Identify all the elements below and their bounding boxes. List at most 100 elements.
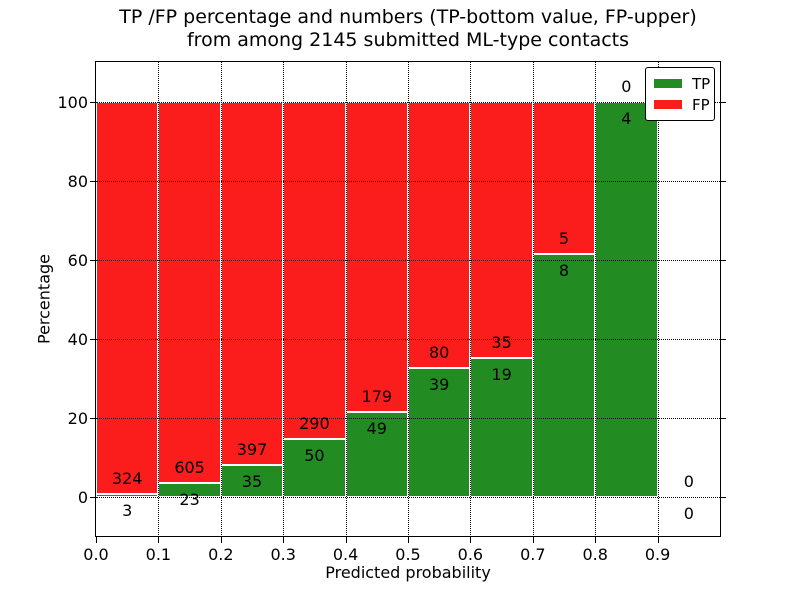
fp-bar-segment	[408, 101, 471, 368]
legend-item-tp: TP	[654, 73, 711, 94]
fp-count-label: 397	[236, 440, 268, 460]
legend: TP FP	[645, 67, 715, 121]
y-tick-mark-right	[720, 418, 726, 420]
y-tick-mark-right	[720, 497, 726, 499]
fp-bar-segment	[470, 101, 533, 359]
tp-count-label: 4	[621, 108, 632, 128]
y-tick-mark	[90, 259, 96, 261]
tp-count-label: 23	[179, 489, 200, 509]
fp-count-label: 35	[491, 333, 512, 353]
fp-count-label: 80	[429, 342, 450, 362]
y-tick-mark	[90, 339, 96, 341]
x-tick-mark	[532, 537, 534, 543]
x-tick-label: 0.5	[395, 545, 421, 564]
fp-count-label: 0	[683, 472, 694, 492]
legend-label-fp: FP	[692, 95, 710, 114]
fp-swatch-icon	[654, 100, 682, 109]
tp-bar-segment	[96, 493, 159, 498]
tp-bar-segment	[470, 358, 533, 498]
x-tick-mark	[470, 537, 472, 543]
fp-bar-segment	[345, 101, 408, 413]
fp-count-label: 290	[299, 414, 330, 434]
y-gridline	[96, 497, 720, 499]
tp-count-label: 3	[122, 500, 133, 520]
tp-count-label: 49	[366, 419, 387, 439]
y-tick-label: 80	[67, 171, 88, 191]
y-tick-mark	[90, 180, 96, 182]
y-tick-mark	[90, 418, 96, 420]
legend-item-fp: FP	[654, 94, 710, 115]
x-axis-label: Predicted probability	[325, 563, 491, 582]
tp-count-label: 8	[558, 260, 570, 280]
x-tick-label: 0.0	[83, 545, 109, 564]
x-gridline	[532, 62, 534, 537]
y-tick-label: 0	[77, 488, 88, 508]
x-gridline	[470, 62, 472, 537]
fp-count-label: 5	[558, 228, 570, 248]
x-tick-label: 0.1	[145, 545, 172, 564]
x-tick-mark	[595, 537, 597, 543]
x-gridline	[220, 62, 222, 537]
y-gridline	[96, 259, 720, 261]
fp-bar-segment	[532, 101, 596, 254]
tp-count-label: 50	[304, 446, 325, 466]
x-tick-label: 0.7	[520, 545, 546, 564]
fp-bar-segment	[283, 101, 346, 440]
chart-title: TP /FP percentage and numbers (TP-bottom…	[96, 6, 720, 52]
y-tick-mark-right	[720, 180, 726, 182]
x-gridline	[158, 62, 160, 537]
tp-bar-segment	[345, 412, 408, 498]
x-tick-mark	[408, 537, 409, 543]
chart-title-line-1: TP /FP percentage and numbers (TP-bottom…	[119, 6, 697, 28]
fp-count-label: 179	[361, 387, 393, 407]
fp-count-label: 605	[174, 457, 205, 477]
tp-bar-segment	[408, 367, 471, 498]
fp-bar-segment	[96, 101, 159, 494]
y-tick-label: 60	[67, 250, 88, 270]
y-gridline	[96, 418, 720, 420]
tp-bar-segment	[595, 101, 658, 498]
x-gridline	[408, 62, 409, 537]
x-gridline	[657, 62, 659, 537]
tp-count-label: 19	[491, 365, 512, 385]
y-tick-mark-right	[720, 339, 726, 341]
x-tick-mark	[96, 537, 97, 543]
x-tick-label: 0.2	[208, 545, 234, 564]
fp-bar-segment	[220, 101, 284, 466]
x-tick-mark	[220, 537, 222, 543]
x-tick-mark	[345, 537, 347, 543]
x-gridline	[595, 62, 597, 537]
y-gridline	[96, 339, 720, 341]
tp-count-label: 0	[683, 504, 694, 524]
x-tick-mark	[283, 537, 285, 543]
fp-count-label: 0	[621, 76, 632, 96]
x-gridline	[345, 62, 347, 537]
y-tick-mark	[90, 101, 96, 103]
x-tick-label: 0.9	[644, 545, 671, 564]
x-tick-label: 0.3	[270, 545, 296, 564]
chart-title-line-2: from among 2145 submitted ML-type contac…	[186, 29, 630, 51]
y-tick-mark	[90, 497, 96, 499]
y-tick-label: 100	[57, 92, 88, 112]
x-tick-label: 0.8	[582, 545, 608, 564]
x-tick-label: 0.4	[332, 545, 359, 564]
x-tick-mark	[657, 537, 659, 543]
y-gridline	[96, 180, 720, 182]
fp-count-label: 324	[111, 468, 143, 488]
y-tick-mark-right	[720, 259, 726, 261]
x-tick-mark	[158, 537, 160, 543]
y-tick-label: 20	[67, 409, 88, 429]
x-gridline	[283, 62, 285, 537]
y-tick-mark-right	[720, 101, 726, 103]
y-gridline	[96, 101, 720, 103]
legend-label-tp: TP	[692, 74, 711, 93]
tp-swatch-icon	[654, 79, 682, 88]
tp-count-label: 39	[429, 374, 450, 394]
tp-bar-segment	[220, 465, 284, 498]
fp-bar-segment	[158, 101, 221, 483]
tp-bar-segment	[532, 253, 596, 498]
x-tick-label: 0.6	[457, 545, 484, 564]
tp-count-label: 35	[241, 472, 263, 492]
y-tick-label: 40	[67, 330, 88, 350]
